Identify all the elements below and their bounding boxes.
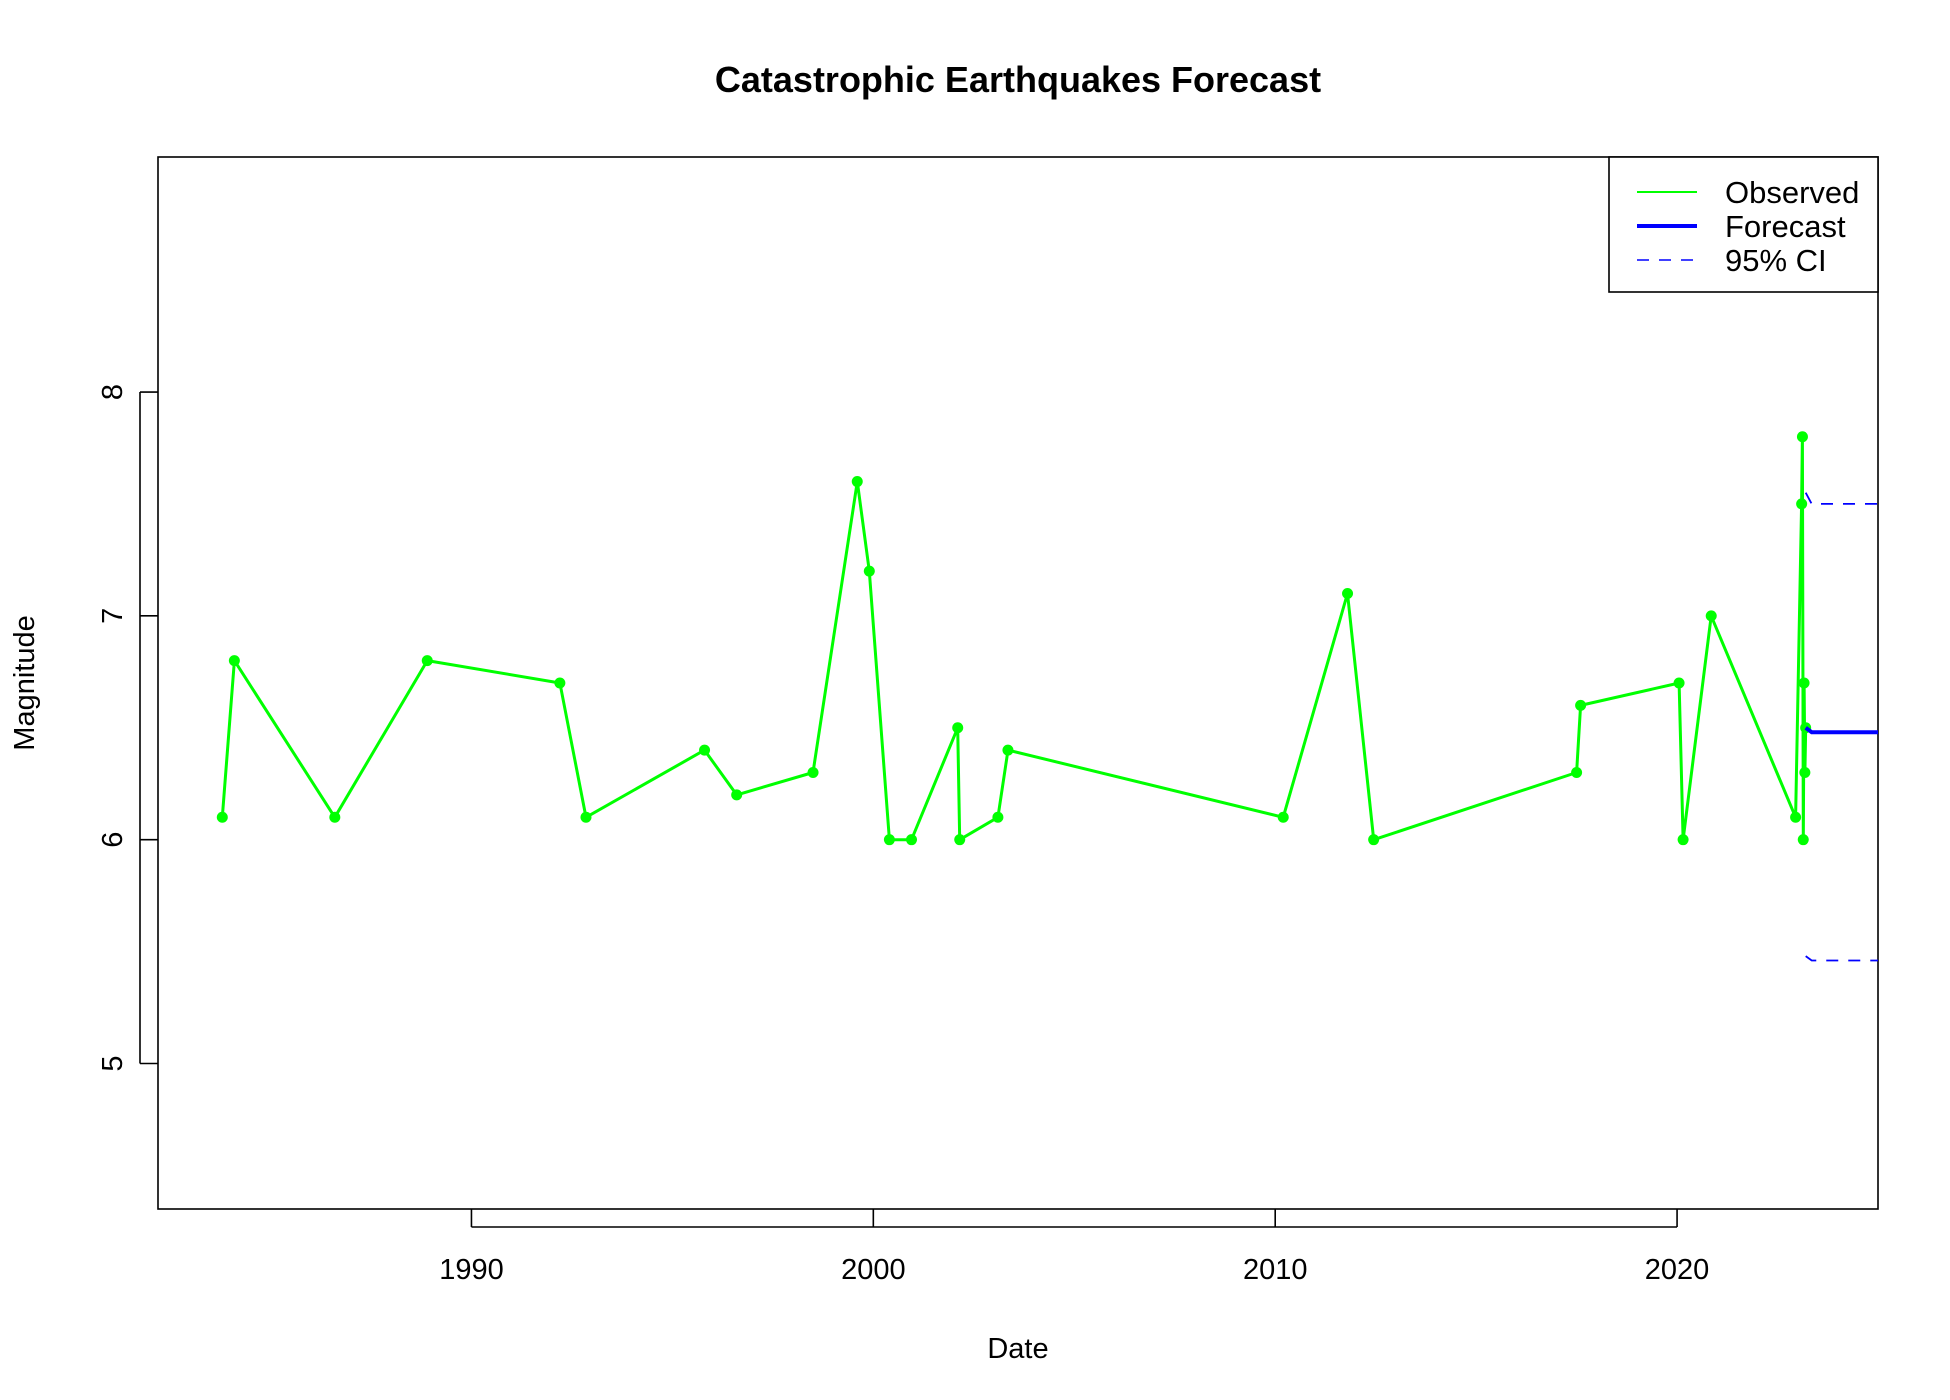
y-tick-label-6: 6 <box>97 832 129 848</box>
plot-frame <box>157 156 1879 1210</box>
x-tick-label-2010: 2010 <box>1243 1254 1308 1286</box>
observed-point <box>1797 834 1809 846</box>
observed-point <box>1571 767 1583 779</box>
observed-line <box>220 435 1808 842</box>
forecast-line <box>1804 726 1878 735</box>
observed-point <box>863 565 875 577</box>
observed-point <box>1673 677 1685 689</box>
x-tick-label-2020: 2020 <box>1645 1254 1710 1286</box>
observed-point <box>992 811 1004 823</box>
observed-point <box>1705 610 1717 622</box>
legend: Observed Forecast 95% CI <box>1608 156 1879 293</box>
observed-point <box>954 834 966 846</box>
x-axis: 1990 2000 2010 2020 <box>439 1209 1709 1286</box>
x-tick-label-1990: 1990 <box>439 1254 504 1286</box>
observed-point <box>883 834 895 846</box>
observed-point <box>1677 834 1689 846</box>
observed-point <box>731 789 743 801</box>
observed-point <box>1277 811 1289 823</box>
observed-point <box>1799 767 1811 779</box>
series-layer <box>216 431 1878 962</box>
observed-point <box>906 834 918 846</box>
observed-point <box>1796 431 1808 443</box>
y-tick-label-8: 8 <box>97 384 129 400</box>
observed-point <box>699 744 711 756</box>
observed-point <box>421 655 433 667</box>
observed-point <box>807 767 819 779</box>
observed-point <box>554 677 566 689</box>
legend-forecast-label: Forecast <box>1725 209 1846 244</box>
chart-title: Catastrophic Earthquakes Forecast <box>715 59 1321 100</box>
observed-point <box>851 476 863 488</box>
legend-observed-label: Observed <box>1725 175 1859 210</box>
observed-point <box>580 811 592 823</box>
observed-point <box>1575 699 1587 711</box>
y-tick-label-7: 7 <box>97 608 129 624</box>
observed-point <box>216 811 228 823</box>
observed-point <box>1368 834 1380 846</box>
x-axis-label: Date <box>987 1333 1048 1365</box>
y-tick-label-5: 5 <box>97 1055 129 1071</box>
y-axis-label: Magnitude <box>9 615 41 750</box>
y-axis: 5 6 7 8 <box>97 384 158 1072</box>
x-tick-label-2000: 2000 <box>841 1254 906 1286</box>
observed-point <box>952 722 964 734</box>
observed-point <box>1798 677 1810 689</box>
legend-ci-label: 95% CI <box>1725 243 1827 278</box>
observed-point <box>1790 811 1802 823</box>
ci-upper-line <box>1804 492 1878 505</box>
observed-point <box>1002 744 1014 756</box>
observed-point <box>228 655 240 667</box>
observed-point <box>1342 587 1354 599</box>
observed-point <box>329 811 341 823</box>
ci-lower-line <box>1805 955 1878 962</box>
observed-point <box>1796 498 1808 510</box>
